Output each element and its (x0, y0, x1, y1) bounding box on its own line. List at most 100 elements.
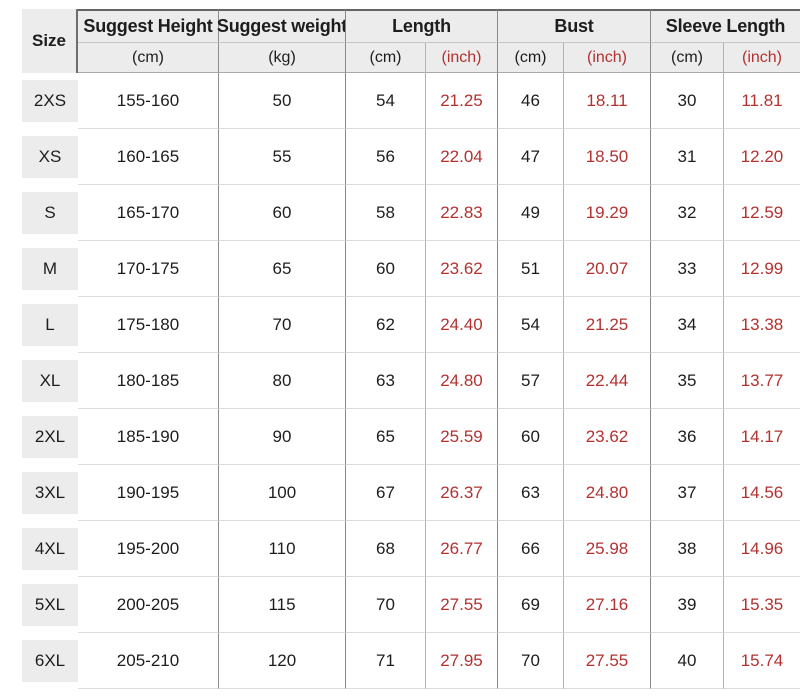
bust-cm-cell: 46 (497, 73, 563, 129)
size-badge: XS (22, 136, 78, 178)
sleeve-inch-cell: 14.17 (723, 409, 800, 465)
weight-cell: 70 (218, 297, 345, 353)
height-cell: 160-165 (78, 129, 218, 185)
sleeve-inch-cell: 12.99 (723, 241, 800, 297)
length-cm-cell: 54 (345, 73, 425, 129)
sleeve-cm-cell: 34 (650, 297, 723, 353)
sleeve-inch-cell: 12.59 (723, 185, 800, 241)
bust-inch-cell: 21.25 (563, 297, 650, 353)
sleeve-cm-cell: 38 (650, 521, 723, 577)
header-length: Length (345, 9, 497, 43)
bust-inch-cell: 19.29 (563, 185, 650, 241)
length-inch-cell: 24.80 (425, 353, 497, 409)
length-inch-cell: 23.62 (425, 241, 497, 297)
size-badge: 5XL (22, 584, 78, 626)
height-cell: 185-190 (78, 409, 218, 465)
size-cell: L (22, 297, 78, 353)
bust-inch-cell: 25.98 (563, 521, 650, 577)
height-cell: 155-160 (78, 73, 218, 129)
bust-cm-cell: 60 (497, 409, 563, 465)
sleeve-cm-cell: 39 (650, 577, 723, 633)
sleeve-cm-cell: 36 (650, 409, 723, 465)
bust-inch-cell: 18.11 (563, 73, 650, 129)
size-cell: 5XL (22, 577, 78, 633)
bust-cm-cell: 63 (497, 465, 563, 521)
height-cell: 175-180 (78, 297, 218, 353)
sleeve-cm-cell: 32 (650, 185, 723, 241)
length-cm-cell: 70 (345, 577, 425, 633)
size-cell: 2XS (22, 73, 78, 129)
bust-cm-cell: 66 (497, 521, 563, 577)
height-cell: 170-175 (78, 241, 218, 297)
size-cell: XS (22, 129, 78, 185)
sleeve-inch-cell: 14.56 (723, 465, 800, 521)
height-cell: 165-170 (78, 185, 218, 241)
header-unit-weight-kg: (kg) (218, 43, 345, 73)
bust-inch-cell: 27.16 (563, 577, 650, 633)
sleeve-inch-cell: 11.81 (723, 73, 800, 129)
size-badge: 2XS (22, 80, 78, 122)
sleeve-inch-cell: 12.20 (723, 129, 800, 185)
length-inch-cell: 22.83 (425, 185, 497, 241)
size-badge: L (22, 304, 78, 346)
size-badge: 6XL (22, 640, 78, 682)
length-inch-cell: 25.59 (425, 409, 497, 465)
size-badge: XL (22, 360, 78, 402)
sleeve-cm-cell: 33 (650, 241, 723, 297)
sleeve-inch-cell: 13.38 (723, 297, 800, 353)
height-cell: 200-205 (78, 577, 218, 633)
bust-inch-cell: 23.62 (563, 409, 650, 465)
weight-cell: 60 (218, 185, 345, 241)
sleeve-cm-cell: 31 (650, 129, 723, 185)
length-cm-cell: 63 (345, 353, 425, 409)
length-cm-cell: 71 (345, 633, 425, 689)
bust-cm-cell: 49 (497, 185, 563, 241)
size-cell: XL (22, 353, 78, 409)
size-cell: 6XL (22, 633, 78, 689)
header-unit-bust-inch: (inch) (563, 43, 650, 73)
header-suggest-height: Suggest Height (78, 9, 218, 43)
weight-cell: 100 (218, 465, 345, 521)
length-inch-cell: 21.25 (425, 73, 497, 129)
size-cell: 3XL (22, 465, 78, 521)
bust-cm-cell: 69 (497, 577, 563, 633)
length-inch-cell: 27.95 (425, 633, 497, 689)
size-badge: 4XL (22, 528, 78, 570)
length-cm-cell: 68 (345, 521, 425, 577)
sleeve-inch-cell: 14.96 (723, 521, 800, 577)
bust-cm-cell: 51 (497, 241, 563, 297)
sleeve-inch-cell: 15.74 (723, 633, 800, 689)
bust-cm-cell: 57 (497, 353, 563, 409)
bust-inch-cell: 22.44 (563, 353, 650, 409)
weight-cell: 90 (218, 409, 345, 465)
size-badge: S (22, 192, 78, 234)
header-unit-height-cm: (cm) (78, 43, 218, 73)
height-cell: 205-210 (78, 633, 218, 689)
weight-cell: 110 (218, 521, 345, 577)
header-unit-sleeve-cm: (cm) (650, 43, 723, 73)
header-bust: Bust (497, 9, 650, 43)
sleeve-inch-cell: 13.77 (723, 353, 800, 409)
length-cm-cell: 65 (345, 409, 425, 465)
header-size: Size (22, 9, 78, 73)
weight-cell: 65 (218, 241, 345, 297)
size-cell: S (22, 185, 78, 241)
length-inch-cell: 22.04 (425, 129, 497, 185)
weight-cell: 55 (218, 129, 345, 185)
weight-cell: 80 (218, 353, 345, 409)
length-inch-cell: 27.55 (425, 577, 497, 633)
bust-inch-cell: 18.50 (563, 129, 650, 185)
sleeve-cm-cell: 37 (650, 465, 723, 521)
sleeve-cm-cell: 35 (650, 353, 723, 409)
weight-cell: 50 (218, 73, 345, 129)
header-unit-length-cm: (cm) (345, 43, 425, 73)
bust-cm-cell: 70 (497, 633, 563, 689)
length-inch-cell: 24.40 (425, 297, 497, 353)
header-sleeve-length: Sleeve Length (650, 9, 800, 43)
length-cm-cell: 60 (345, 241, 425, 297)
size-cell: 2XL (22, 409, 78, 465)
size-badge: 2XL (22, 416, 78, 458)
sleeve-cm-cell: 40 (650, 633, 723, 689)
weight-cell: 115 (218, 577, 345, 633)
bust-inch-cell: 20.07 (563, 241, 650, 297)
